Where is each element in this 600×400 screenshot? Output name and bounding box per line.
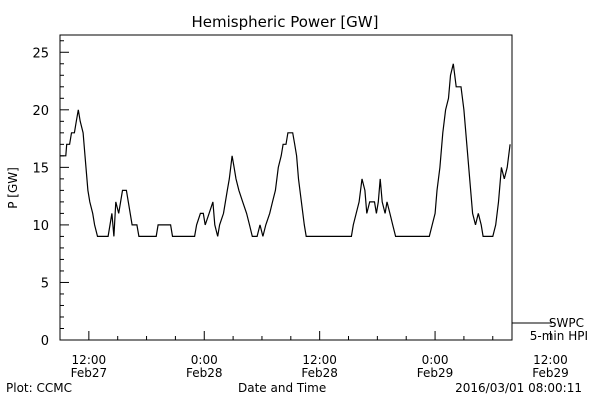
series-group	[60, 63, 511, 237]
x-tick-date-label: Feb27	[71, 366, 108, 380]
x-tick-date-label: Feb28	[186, 366, 223, 380]
x-tick-time-label: 0:00	[422, 353, 449, 367]
x-tick-time-label: 12:00	[302, 353, 337, 367]
x-tick-time-label: 12:00	[533, 353, 568, 367]
x-tick-date-label: Feb29	[532, 366, 569, 380]
y-axis-label: P [GW]	[6, 167, 20, 209]
y-tick-label: 10	[32, 219, 49, 234]
x-axis: 12:00Feb270:00Feb2812:00Feb280:00Feb2912…	[59, 331, 569, 380]
hemispheric-power-series-line	[60, 63, 511, 237]
legend-line1: SWPC	[549, 316, 584, 330]
y-tick-label: 5	[41, 276, 49, 291]
plot-credit: Plot: CCMC	[6, 381, 72, 395]
timestamp: 2016/03/01 08:00:11	[455, 381, 582, 395]
legend: SWPC 5-min HPI	[512, 316, 588, 343]
y-tick-label: 0	[41, 334, 49, 349]
x-tick-date-label: Feb29	[417, 366, 454, 380]
y-tick-label: 25	[32, 46, 49, 61]
x-axis-label: Date and Time	[238, 381, 327, 395]
chart-title: Hemispheric Power [GW]	[192, 13, 379, 31]
legend-line2: 5-min HPI	[530, 329, 588, 343]
x-tick-time-label: 12:00	[72, 353, 107, 367]
plot-frame	[59, 34, 513, 341]
y-tick-label: 20	[32, 104, 49, 119]
x-tick-time-label: 0:00	[191, 353, 218, 367]
x-tick-date-label: Feb28	[301, 366, 338, 380]
y-axis: 0 5 10 15 20 25	[32, 40, 69, 349]
y-tick-label: 15	[32, 161, 49, 176]
